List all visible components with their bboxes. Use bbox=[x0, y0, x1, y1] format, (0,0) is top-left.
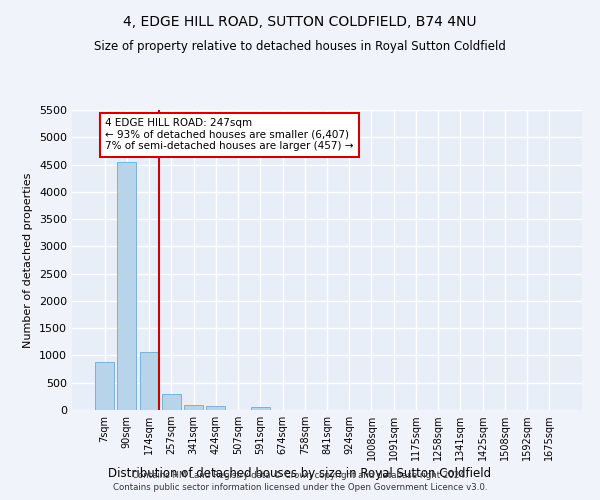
Text: 4, EDGE HILL ROAD, SUTTON COLDFIELD, B74 4NU: 4, EDGE HILL ROAD, SUTTON COLDFIELD, B74… bbox=[123, 15, 477, 29]
Text: Size of property relative to detached houses in Royal Sutton Coldfield: Size of property relative to detached ho… bbox=[94, 40, 506, 53]
Bar bbox=[206, 406, 225, 410]
Y-axis label: Number of detached properties: Number of detached properties bbox=[23, 172, 34, 348]
Bar bbox=[118, 162, 136, 410]
Bar bbox=[251, 407, 270, 410]
Bar bbox=[162, 394, 181, 410]
Bar bbox=[184, 406, 203, 410]
Text: Contains HM Land Registry data © Crown copyright and database right 2024.
Contai: Contains HM Land Registry data © Crown c… bbox=[113, 471, 487, 492]
Text: Distribution of detached houses by size in Royal Sutton Coldfield: Distribution of detached houses by size … bbox=[109, 467, 491, 480]
Bar bbox=[95, 362, 114, 410]
Text: 4 EDGE HILL ROAD: 247sqm
← 93% of detached houses are smaller (6,407)
7% of semi: 4 EDGE HILL ROAD: 247sqm ← 93% of detach… bbox=[105, 118, 353, 152]
Bar bbox=[140, 352, 158, 410]
